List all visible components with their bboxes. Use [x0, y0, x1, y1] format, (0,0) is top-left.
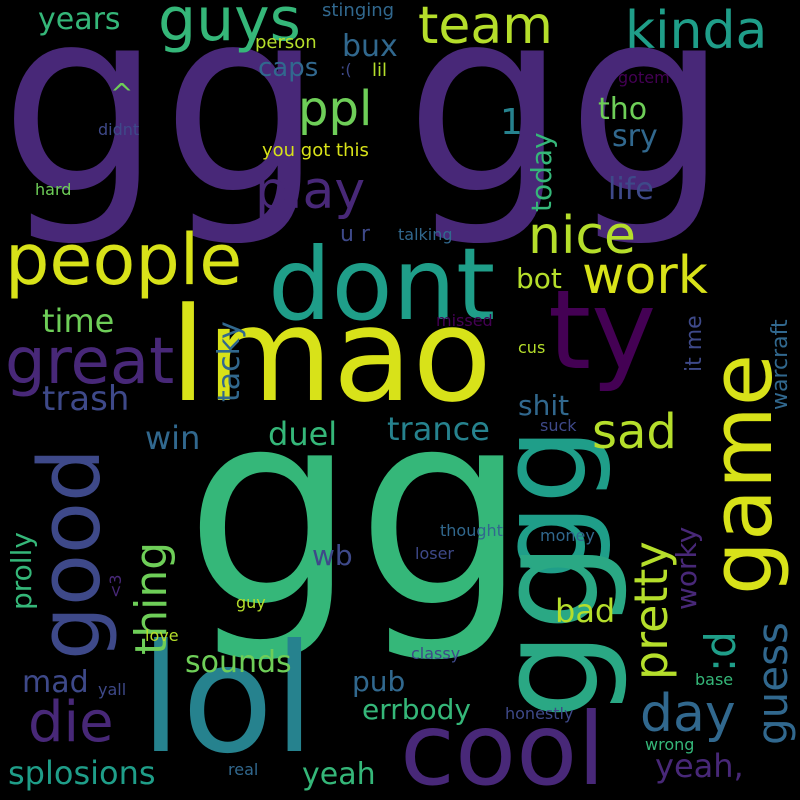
word-sry: sry: [612, 119, 658, 154]
word-time: time: [42, 302, 115, 340]
word-yall: yall: [98, 680, 127, 699]
word-wb: wb: [312, 539, 353, 572]
word-base: base: [695, 670, 734, 689]
word-tho: tho: [598, 92, 648, 127]
word-shit: shit: [518, 389, 570, 422]
word-people: people: [5, 219, 243, 301]
word-real: real: [228, 760, 259, 779]
word-guy: guy: [236, 593, 266, 612]
word-tacky: tacky: [212, 321, 247, 402]
word-today: today: [525, 132, 558, 212]
word-dont: dont: [268, 226, 496, 343]
word-it-me: it me: [682, 315, 707, 372]
word-pub: pub: [352, 665, 406, 698]
word-life: life: [608, 172, 654, 207]
word-thought: thought: [440, 521, 503, 540]
word-bux: bux: [342, 29, 398, 64]
word-kinda: kinda: [625, 1, 768, 61]
word-die: die: [28, 690, 114, 755]
word-gg-top-right: gg: [405, 0, 729, 251]
word-loser: loser: [415, 544, 454, 563]
word-bot: bot: [516, 262, 562, 295]
word-splosions: splosions: [8, 754, 156, 792]
word-sad: sad: [592, 404, 677, 460]
word-gotem: gotem: [618, 68, 670, 87]
word-money: money: [540, 526, 595, 545]
word-talking: talking: [398, 225, 453, 244]
word-hard: hard: [35, 180, 72, 199]
word-caps: caps: [258, 53, 319, 83]
word-wrong: wrong: [645, 735, 695, 754]
word-good: good: [21, 448, 120, 660]
word-lol: lol: [140, 613, 316, 787]
word-team: team: [418, 0, 553, 56]
word-great: great: [5, 325, 175, 399]
word-warcraft: warcraft: [768, 319, 793, 410]
word-years: years: [38, 2, 121, 37]
word-play: play: [255, 161, 366, 221]
word-person: person: [255, 32, 317, 53]
word-gg-top-left: gg: [0, 0, 324, 251]
word-win: win: [145, 419, 201, 457]
word-guess: guess: [748, 622, 797, 745]
word-errbody: errbody: [362, 693, 472, 726]
word-1: 1: [500, 102, 523, 143]
word-mad: mad: [22, 665, 89, 700]
word-ppl: ppl: [298, 81, 373, 137]
word-lil: lil: [372, 60, 388, 81]
word-lmao: lmao: [170, 279, 492, 431]
word-cus: cus: [518, 338, 546, 357]
word-sad-face: :(: [340, 60, 352, 79]
word-day: day: [640, 684, 736, 744]
word-work: work: [582, 246, 708, 306]
word-cool: cool: [400, 691, 606, 800]
word-caret: ^: [110, 77, 134, 110]
word-prolly: prolly: [5, 532, 38, 610]
word-yeah: yeah: [302, 757, 376, 792]
word-bad: bad: [555, 592, 616, 630]
word-sounds: sounds: [185, 645, 292, 680]
word-yeah-comma: yeah,: [655, 747, 744, 785]
word-heart: <3: [106, 574, 125, 598]
word-honestly: honestly: [505, 704, 574, 723]
word-nice: nice: [528, 206, 636, 266]
word-u-r: u r: [340, 222, 370, 247]
word-guys: guys: [158, 0, 301, 55]
word-worky: worky: [670, 526, 703, 610]
word-missed: missed: [436, 311, 493, 330]
word-ty: ty: [548, 266, 657, 394]
word-classy: classy: [411, 644, 461, 663]
word-love: love: [145, 626, 179, 645]
word-trance: trance: [387, 410, 490, 448]
word-suck: suck: [540, 416, 577, 435]
word-duel: duel: [268, 415, 338, 453]
word-colon-d: :d: [696, 631, 745, 672]
word-trash: trash: [42, 379, 130, 419]
word-didnt: didnt: [98, 120, 140, 139]
word-stinging: stinging: [322, 0, 395, 21]
word-gg-center: gg: [185, 352, 528, 667]
word-you-got-this: you got this: [262, 140, 369, 161]
word-pretty: pretty: [624, 541, 678, 680]
